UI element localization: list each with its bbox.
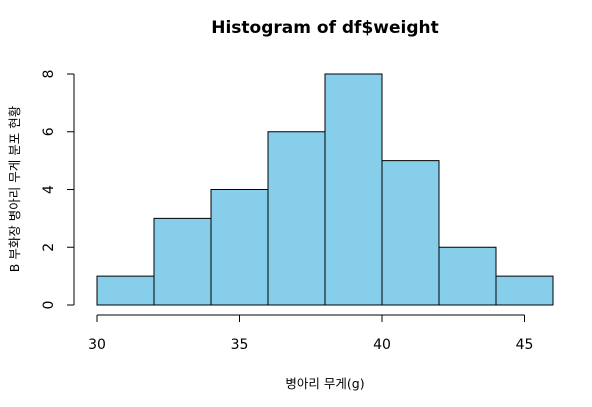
x-axis: 30 35 40 45 bbox=[88, 314, 534, 353]
x-tick-label: 45 bbox=[516, 337, 534, 353]
histogram-bar bbox=[153, 217, 212, 306]
histogram-bar bbox=[381, 160, 440, 306]
y-tick-label: 2 bbox=[41, 243, 57, 252]
chart-title: Histogram of df$weight bbox=[211, 18, 438, 38]
y-axis: 0 2 4 6 8 bbox=[41, 70, 75, 310]
y-axis-label: B 부화장 병아리 무게 분포 현황 bbox=[7, 105, 22, 272]
histogram-bar bbox=[267, 131, 326, 306]
histogram-bar bbox=[438, 246, 497, 306]
y-tick-label: 8 bbox=[41, 70, 57, 79]
y-tick-label: 6 bbox=[41, 127, 57, 136]
histogram-bar bbox=[210, 189, 269, 306]
x-tick-label: 40 bbox=[373, 337, 391, 353]
histogram-bar bbox=[495, 275, 554, 306]
x-axis-label: 병아리 무게(g) bbox=[285, 376, 364, 391]
x-tick-label: 30 bbox=[88, 337, 106, 353]
y-tick-label: 0 bbox=[41, 301, 57, 310]
y-tick-label: 4 bbox=[41, 185, 57, 194]
histogram-bar bbox=[324, 73, 383, 306]
histogram-bar bbox=[96, 275, 155, 306]
x-tick-label: 35 bbox=[231, 337, 249, 353]
bars-group bbox=[96, 73, 554, 306]
